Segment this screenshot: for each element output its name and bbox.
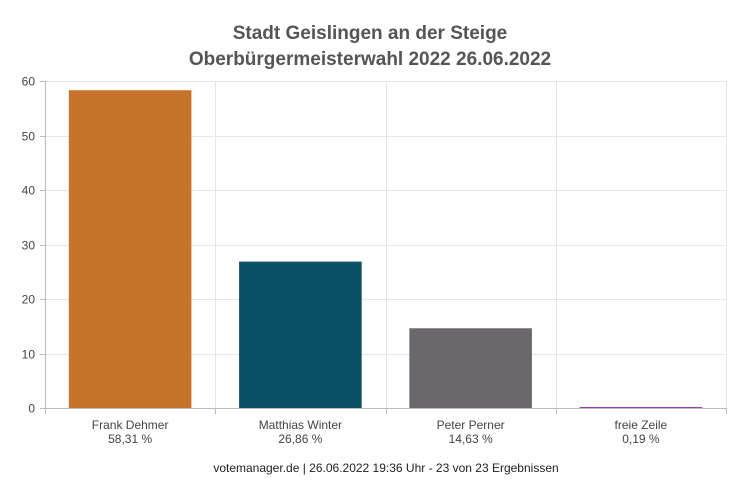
bar-peter-perner[interactable] [409,328,532,408]
y-tick-label: 10 [22,348,36,362]
y-tick-label: 30 [22,239,36,253]
y-tick-label: 0 [28,402,35,416]
y-tick-label: 40 [22,184,36,198]
chart-title: Stadt Geislingen an der Steige [233,23,508,44]
x-category-label: Matthias Winter [259,418,342,432]
bar-freie-zeile[interactable] [579,406,703,408]
y-tick-label: 50 [22,130,36,144]
bars [68,90,703,408]
bar-matthias-winter[interactable] [239,261,362,408]
bar-frank-dehmer[interactable] [68,90,192,408]
x-value-label: 26,86 % [278,432,322,446]
y-tick-label: 60 [22,75,36,89]
x-category-label: freie Zeile [615,418,668,432]
y-tick-label: 20 [22,293,36,307]
footer-source: votemanager.de | 26.06.2022 19:36 Uhr - … [213,461,558,475]
x-category-label: Peter Perner [437,418,505,432]
chart-subtitle: Oberbürgermeisterwahl 2022 26.06.2022 [189,49,551,70]
x-category-label: Frank Dehmer [92,418,169,432]
x-value-label: 58,31 % [108,432,152,446]
x-value-label: 0,19 % [622,432,660,446]
y-axis: 0 10 20 30 40 50 60 [22,75,46,416]
x-value-label: 14,63 % [449,432,493,446]
